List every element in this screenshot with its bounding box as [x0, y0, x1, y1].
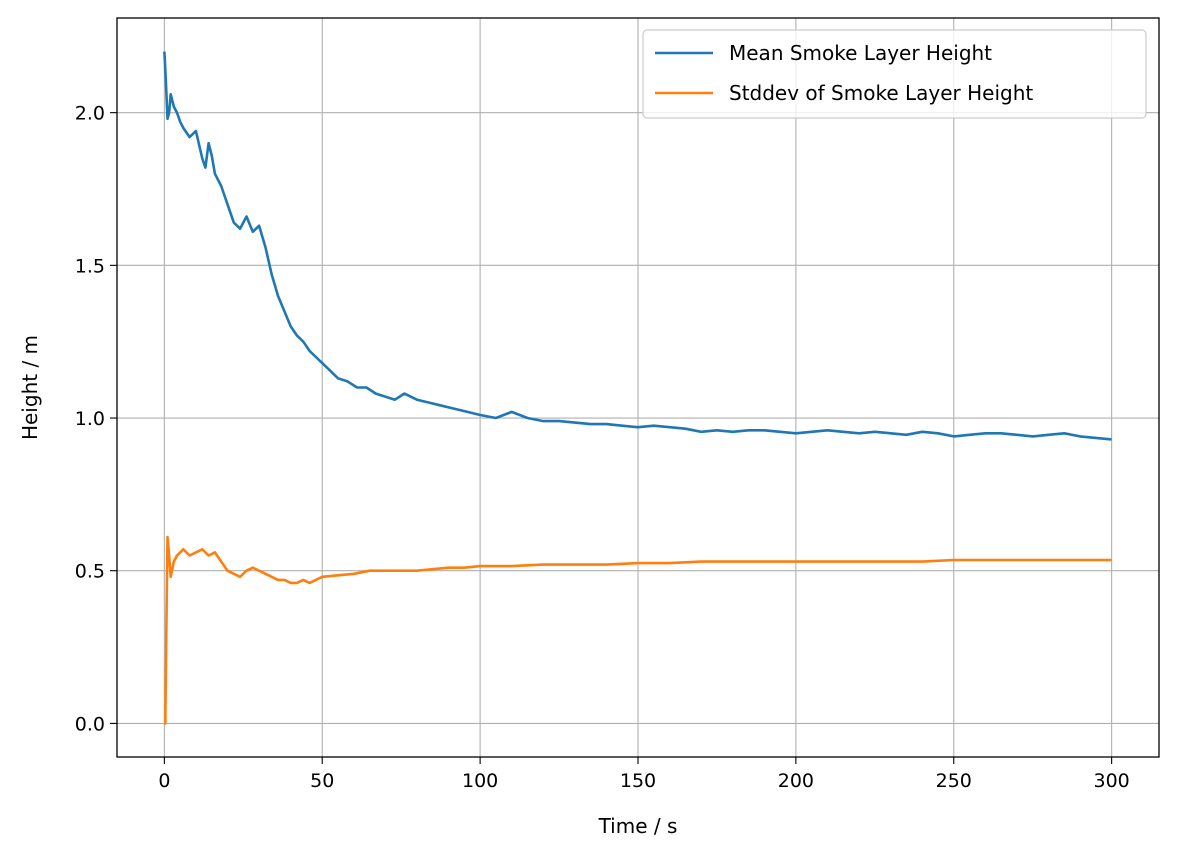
y-tick-label: 0.5: [75, 561, 105, 583]
x-tick-label: 0: [158, 770, 170, 792]
y-tick-label: 2.0: [75, 103, 105, 125]
x-tick-label: 100: [462, 770, 498, 792]
legend-box: [642, 29, 1147, 119]
x-tick-label: 50: [310, 770, 334, 792]
x-tick-label: 200: [778, 770, 814, 792]
grid: [117, 18, 1159, 757]
x-tick-label: 250: [936, 770, 972, 792]
y-tick-label: 1.0: [75, 408, 105, 430]
series-line-0: [163, 51, 1112, 441]
legend-label-1: Stddev of Smoke Layer Height: [729, 81, 1033, 105]
series-layer: [163, 51, 1112, 725]
y-axis-label: Height / m: [18, 335, 42, 440]
series-line-1: [164, 535, 1112, 725]
x-axis-label: Time / s: [598, 814, 678, 838]
legend-label-0: Mean Smoke Layer Height: [729, 41, 992, 65]
x-tick-label: 150: [620, 770, 656, 792]
x-tick-label: 300: [1094, 770, 1130, 792]
y-tick-label: 0.0: [75, 713, 105, 735]
x-axis: 0 50 100 150 200 250 300: [158, 757, 1130, 792]
legend: Mean Smoke Layer Height Stddev of Smoke L…: [642, 29, 1147, 119]
y-tick-label: 1.5: [75, 255, 105, 277]
y-axis: 0.0 0.5 1.0 1.5 2.0: [75, 103, 117, 735]
